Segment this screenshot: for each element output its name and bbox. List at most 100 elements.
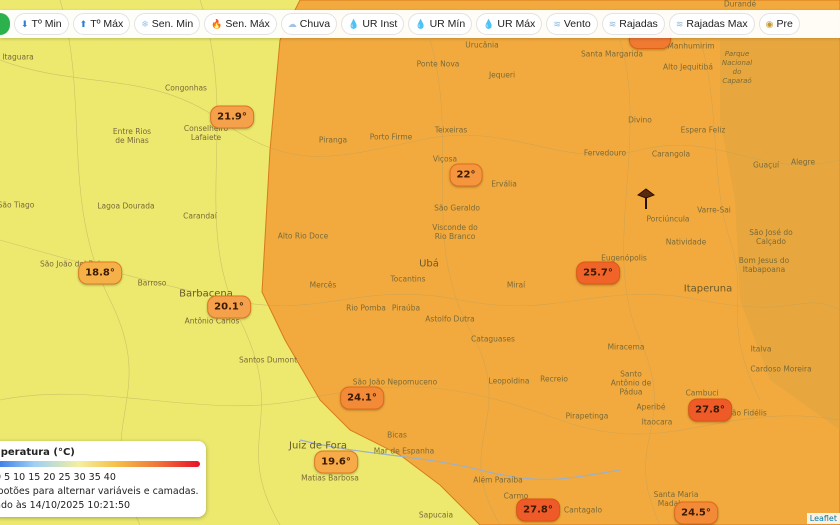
town-label: Cataguases	[471, 334, 515, 344]
droplet-icon: 💧	[415, 18, 427, 29]
town-label: Tocantins	[390, 274, 426, 284]
temperature-marker[interactable]: 24.1°	[340, 386, 384, 410]
temperature-marker[interactable]: 27.8°	[516, 498, 560, 522]
town-label: Porto Firme	[369, 132, 413, 142]
temperature-marker[interactable]: 21.9°	[210, 105, 254, 129]
town-label: Fervedouro	[583, 148, 627, 158]
town-label: Carangola	[651, 149, 691, 159]
variable-toolbar: ⬇ Tº Min ⬆ Tº Máx ❄ Sen. Min 🔥 Sen. Máx ☁ Chu…	[0, 10, 840, 38]
town-label: Eugenópolis	[601, 253, 647, 263]
temperature-marker[interactable]: 19.6°	[314, 450, 358, 474]
town-label: Itaocara	[641, 417, 673, 427]
town-label: Carmo	[503, 491, 529, 501]
town-label: Jequeri	[488, 70, 516, 80]
toggle-gusts-button[interactable]: ≋ Rajadas	[601, 13, 665, 35]
toggle-temp-min-button[interactable]: ⬇ Tº Min	[14, 13, 69, 35]
temperature-marker[interactable]: 27.8°	[688, 398, 732, 422]
button-label: Chuva	[299, 18, 331, 30]
town-label: São João del Rei	[39, 259, 101, 269]
town-label: Durandé	[723, 0, 757, 9]
town-label: Rio Pomba	[346, 303, 386, 313]
town-label: Porciúncula	[646, 214, 690, 224]
town-label: Santo Antônio de Pádua	[610, 369, 652, 397]
town-label: Natividade	[665, 237, 707, 247]
rain-cloud-icon: ☁	[287, 18, 297, 29]
temperature-marker[interactable]: 20.1°	[207, 295, 251, 319]
last-updated: Atualizado às 14/10/2025 10:21:50	[0, 500, 131, 511]
town-label: Divino	[628, 115, 652, 125]
town-label: Itaperuna	[683, 283, 733, 295]
town-label: Bicas	[387, 430, 407, 440]
temperature-marker[interactable]: 22°	[449, 163, 483, 187]
legend-panel: Temperatura (°C) 0 5 10 15 20 25 30 35 4…	[0, 441, 206, 517]
town-label: Antônio Carlos	[184, 316, 240, 326]
temperature-marker[interactable]: 25.7°	[576, 261, 620, 285]
town-label: Bom Jesus do Itabapoana	[738, 256, 790, 274]
gauge-icon: ◉	[765, 18, 774, 29]
town-label: Barbacena	[179, 288, 233, 300]
toggle-rh-max-button[interactable]: 💧 UR Máx	[476, 13, 543, 35]
button-label: Vento	[563, 18, 591, 30]
town-label: Além Paraíba	[473, 475, 523, 485]
toggle-rh-inst-button[interactable]: 💧 UR Inst	[341, 13, 405, 35]
town-label: Visconde do Rio Branco	[432, 223, 478, 241]
town-label: Aperibé	[636, 402, 666, 412]
button-label: Rajadas	[619, 18, 658, 30]
town-label: São João Nepomuceno	[352, 377, 438, 387]
town-label: Italva	[750, 344, 772, 354]
toggle-rh-min-button[interactable]: 💧 UR Mín	[408, 13, 473, 35]
toggle-temp-max-button[interactable]: ⬆ Tº Máx	[72, 13, 131, 35]
town-label: Varre-Sai	[697, 205, 731, 215]
town-label: Sapucaia	[418, 510, 454, 520]
town-label: Ervália	[491, 179, 517, 189]
wind-icon: ≋	[608, 18, 617, 29]
town-label: Parque Nacional do Caparaó	[721, 50, 753, 85]
arrow-up-icon: ⬆	[79, 18, 88, 29]
town-label: Juiz de Fora	[289, 440, 347, 452]
button-label: Sen. Min	[151, 18, 194, 30]
droplet-icon: 💧	[348, 18, 360, 29]
button-label: UR Máx	[497, 18, 536, 30]
town-label: Cambuci	[685, 388, 719, 398]
toggle-feels-min-button[interactable]: ❄ Sen. Min	[134, 13, 201, 35]
town-label: Alegre	[790, 157, 816, 167]
town-label: Carandaí	[183, 211, 217, 221]
toggle-gusts-max-button[interactable]: ≋ Rajadas Max	[668, 13, 755, 35]
town-label: Pirapetinga	[565, 411, 609, 421]
toggle-feels-max-button[interactable]: 🔥 Sen. Máx	[204, 13, 277, 35]
town-label: Teixeiras	[434, 125, 468, 135]
town-label: Ponte Nova	[416, 59, 460, 69]
droplet-icon: 💧	[483, 18, 495, 29]
town-label: Urucânia	[465, 40, 499, 50]
status-indicator[interactable]	[0, 13, 10, 35]
temperature-marker[interactable]: 18.8°	[78, 261, 122, 285]
legend-color-scale	[0, 461, 200, 467]
wind-icon: ≋	[675, 18, 684, 29]
wind-icon: ≋	[553, 18, 561, 29]
toggle-rain-button[interactable]: ☁ Chuva	[280, 13, 338, 35]
town-label: São Fidélis	[727, 408, 767, 418]
town-label: Miraí	[506, 280, 526, 290]
town-label: Matias Barbosa	[301, 473, 359, 483]
button-label: Pre	[776, 18, 793, 30]
toggle-pressure-button[interactable]: ◉ Pre	[758, 13, 800, 35]
temperature-marker[interactable]: 24.5°	[674, 501, 718, 525]
town-label: São José do Calçado	[749, 228, 793, 246]
toggle-wind-button[interactable]: ≋ Vento	[546, 13, 598, 35]
legend-ticks: 0 5 10 15 20 25 30 35 40	[0, 472, 116, 483]
town-label: São Tiago	[0, 200, 35, 210]
town-label: Guaçuí	[752, 160, 780, 170]
town-label: Entre Rios de Minas	[112, 127, 152, 145]
town-label: Cantagalo	[563, 505, 603, 515]
snowflake-icon: ❄	[141, 18, 149, 29]
town-label: Alto Jequitibá	[663, 62, 713, 72]
town-label: Mar de Espanha	[373, 446, 435, 456]
fire-icon: 🔥	[211, 18, 223, 29]
button-label: Rajadas Max	[686, 18, 748, 30]
town-label: Miracema	[607, 342, 645, 352]
station-pin-icon[interactable]	[636, 188, 656, 210]
attribution-link[interactable]: Leaflet	[806, 513, 840, 524]
arrow-down-icon: ⬇	[21, 18, 29, 29]
town-label: Espera Feliz	[680, 125, 726, 135]
